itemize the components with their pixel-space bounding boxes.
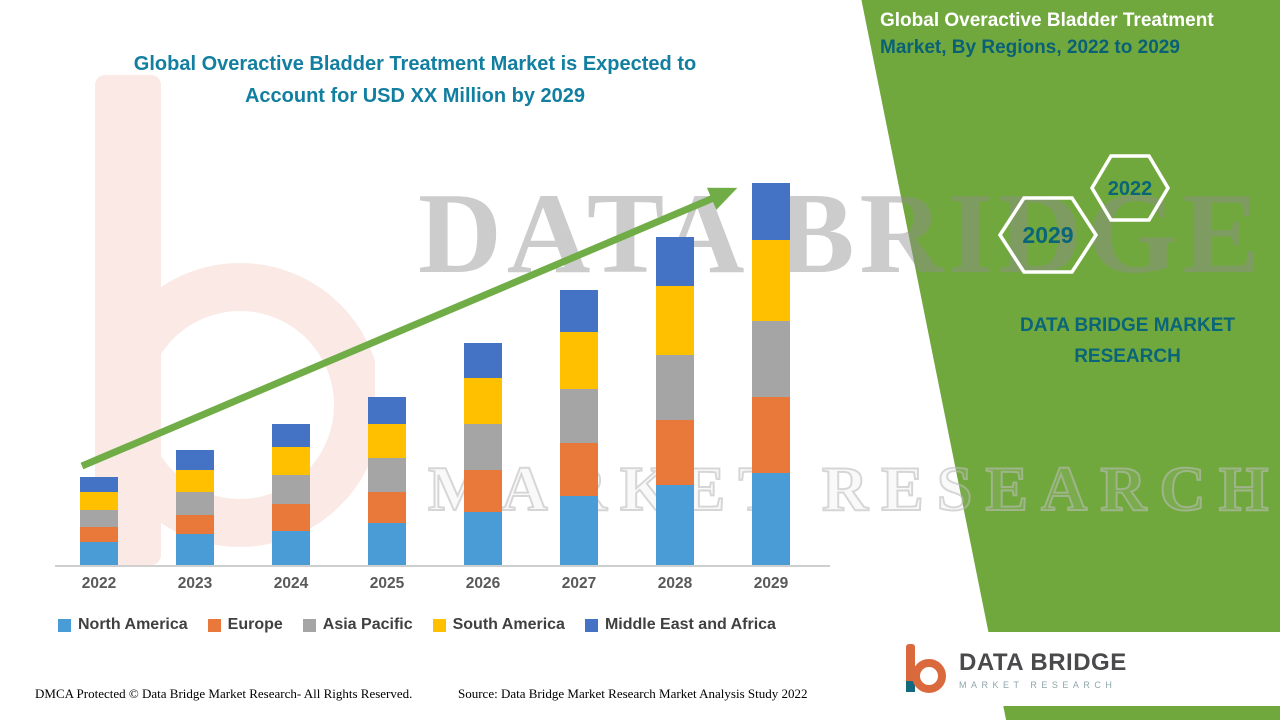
hexagon-year-back: 2022 <box>1108 178 1153 200</box>
x-axis-label-2023: 2023 <box>177 575 213 592</box>
bar-segment-south-america <box>272 446 310 476</box>
legend-swatch-europe <box>207 618 221 632</box>
bar-segment-south-america <box>560 332 598 390</box>
stacked-bar-2028 <box>656 236 694 565</box>
bar-segment-europe <box>752 396 790 474</box>
bar-segment-north-america <box>560 496 598 565</box>
bar-segment-middle-east-and-africa <box>464 343 502 378</box>
hexagon-2022-icon <box>1089 154 1171 222</box>
bar-segment-south-america <box>176 469 214 493</box>
bar-segment-europe <box>176 515 214 535</box>
legend-item-south-america: South America <box>432 616 565 634</box>
bar-segment-asia-pacific <box>176 492 214 516</box>
bar-segment-europe <box>80 526 118 543</box>
source-note: Source: Data Bridge Market Research Mark… <box>458 686 808 701</box>
bar-segment-north-america <box>656 484 694 565</box>
bar-segment-middle-east-and-africa <box>368 396 406 424</box>
page-title-line1: Global Overactive Bladder Treatment Mark… <box>133 53 697 75</box>
bar-segment-asia-pacific <box>80 509 118 527</box>
legend-item-europe: Europe <box>207 616 283 634</box>
dmca-notice: DMCA Protected © Data Bridge Market Rese… <box>35 686 413 701</box>
bar-segment-middle-east-and-africa <box>656 236 694 287</box>
bar-segment-europe <box>464 469 502 512</box>
legend-label-south-america: South America <box>452 616 565 633</box>
bar-segment-south-america <box>368 423 406 459</box>
bar-segment-europe <box>560 442 598 497</box>
legend-label-europe: Europe <box>227 616 283 633</box>
bar-segment-europe <box>272 503 310 531</box>
hexagon-2029-icon <box>997 196 1099 274</box>
x-axis-label-2025: 2025 <box>369 575 405 592</box>
legend-swatch-middle-east-and-africa <box>584 618 598 632</box>
legend-swatch-south-america <box>432 618 446 632</box>
bar-segment-asia-pacific <box>464 423 502 470</box>
plot-area: 2022 2023 2024 2025 2026 2027 2028 2029 <box>55 183 830 592</box>
data-bridge-logo-icon <box>906 644 946 693</box>
stacked-bar-2023 <box>176 450 214 565</box>
stacked-bar-2024 <box>272 423 310 565</box>
bar-segment-south-america <box>656 286 694 355</box>
legend-label-asia-pacific: Asia Pacific <box>322 616 413 633</box>
watermark-text-line1: DATA BRIDGE <box>418 170 1265 298</box>
legend-item-asia-pacific: Asia Pacific <box>302 616 413 634</box>
bar-segment-middle-east-and-africa <box>272 423 310 447</box>
x-axis-label-2024: 2024 <box>273 575 309 592</box>
bar-segment-south-america <box>464 377 502 424</box>
bar-segment-north-america <box>464 511 502 565</box>
legend-swatch-north-america <box>58 618 71 632</box>
bar-segment-asia-pacific <box>272 475 310 504</box>
x-axis-label-2029: 2029 <box>753 575 789 592</box>
bar-segment-middle-east-and-africa <box>176 450 214 470</box>
stacked-bar-2022 <box>80 477 118 565</box>
bar-segment-south-america <box>80 492 118 510</box>
page-title: Global Overactive Bladder Treatment Mark… <box>95 48 735 112</box>
panel-title: Global Overactive Bladder Treatment Mark… <box>880 8 1274 61</box>
hexagon-year-front: 2029 <box>1022 222 1073 248</box>
bar-segment-europe <box>656 419 694 485</box>
panel-title-line2: Market, By Regions, 2022 to 2029 <box>880 36 1180 58</box>
bar-segment-south-america <box>752 240 790 321</box>
company-logo: DATA BRIDGE MARKET RESEARCH <box>878 632 1280 706</box>
hexagon-years-graphic: 2022 2029 <box>997 154 1171 274</box>
bar-segment-asia-pacific <box>560 389 598 443</box>
panel-title-line1: Global Overactive Bladder Treatment <box>880 10 1214 31</box>
bar-segment-asia-pacific <box>656 354 694 420</box>
stacked-bar-2027 <box>560 290 598 565</box>
legend-item-north-america: North America <box>58 616 188 634</box>
brand-text: DATA BRIDGE MARKET RESEARCH <box>1020 315 1235 368</box>
legend-label-north-america: North America <box>78 616 188 633</box>
bar-segment-middle-east-and-africa <box>752 183 790 241</box>
logo-subtitle: MARKET RESEARCH <box>959 679 1117 690</box>
stacked-bar-2026 <box>464 343 502 565</box>
bar-segment-asia-pacific <box>368 458 406 493</box>
legend-item-middle-east-and-africa: Middle East and Africa <box>584 616 776 634</box>
stacked-bar-2025 <box>368 396 406 565</box>
logo-text: DATA BRIDGE MARKET RESEARCH <box>959 649 1127 690</box>
bar-segment-middle-east-and-africa <box>80 477 118 493</box>
bar-segment-middle-east-and-africa <box>560 290 598 333</box>
stacked-bar-2029 <box>752 183 790 565</box>
x-axis-label-2028: 2028 <box>657 575 693 592</box>
x-axis-label-2026: 2026 <box>465 575 501 592</box>
bar-segment-north-america <box>272 530 310 565</box>
legend-swatch-asia-pacific <box>302 618 316 632</box>
bar-segment-asia-pacific <box>752 320 790 397</box>
bar-segment-north-america <box>368 522 406 565</box>
bar-segment-north-america <box>80 542 118 565</box>
bar-segment-north-america <box>176 534 214 565</box>
x-axis-label-2027: 2027 <box>561 575 597 592</box>
bar-segment-north-america <box>752 473 790 565</box>
bar-segment-europe <box>368 492 406 523</box>
x-axis-label-2022: 2022 <box>81 575 117 592</box>
legend: North America Europe Asia Pacific South Ame… <box>58 616 776 634</box>
trend-arrow-icon <box>80 187 738 470</box>
page-title-line2: Account for USD XX Million by 2029 <box>244 85 586 107</box>
logo-title: DATA BRIDGE <box>959 648 1127 676</box>
legend-label-middle-east-and-africa: Middle East and Africa <box>604 616 776 633</box>
